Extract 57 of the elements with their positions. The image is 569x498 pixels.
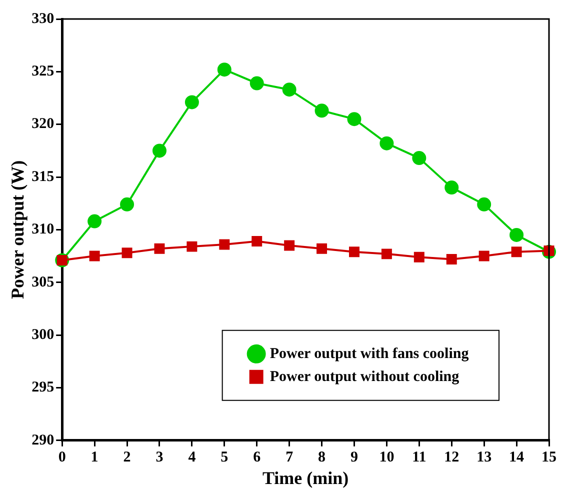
point (282, 82, 296, 97)
point (511, 246, 522, 258)
point (89, 250, 100, 262)
point (347, 112, 362, 126)
point (252, 236, 262, 247)
point (510, 228, 524, 242)
x-tick-label: 2 (123, 449, 131, 466)
y-tick-label: 330 (32, 10, 54, 27)
y-tick-label: 310 (32, 222, 54, 238)
point (414, 252, 424, 262)
point (381, 248, 392, 260)
x-axis-title: Time (min) (262, 468, 349, 488)
x-tick-label: 14 (509, 449, 525, 466)
point (186, 241, 198, 252)
point (316, 243, 328, 254)
y-tick-label: 290 (32, 432, 54, 448)
y-tick-label: 320 (32, 116, 54, 132)
point (120, 197, 134, 212)
x-tick-label: 13 (476, 449, 492, 466)
point (446, 254, 457, 264)
x-tick-label: 0 (58, 449, 66, 466)
point (152, 144, 166, 158)
point (380, 136, 394, 150)
x-tick-label: 11 (412, 449, 426, 466)
x-tick-label: 10 (379, 449, 394, 466)
x-tick-label: 8 (318, 449, 326, 466)
x-tick-label: 1 (90, 449, 98, 466)
point (154, 243, 165, 254)
point (444, 180, 459, 195)
point (122, 248, 132, 258)
point (88, 214, 102, 228)
x-tick-label: 6 (253, 449, 262, 466)
x-tick-label: 15 (542, 449, 556, 466)
point (477, 197, 492, 212)
y-tick-label: 305 (32, 274, 54, 290)
point (217, 62, 232, 77)
point (478, 250, 490, 262)
point (184, 95, 199, 110)
x-tick-label: 12 (444, 449, 460, 466)
x-tick-label: 3 (156, 449, 164, 466)
legend-label: Power output without cooling (270, 368, 460, 385)
y-tick-label: 295 (32, 380, 54, 396)
legend-label: Power output with fans cooling (270, 346, 470, 362)
x-tick-label: 7 (286, 449, 294, 466)
point (349, 246, 360, 258)
point (412, 151, 426, 166)
point (284, 240, 295, 251)
point (219, 239, 230, 250)
point (250, 76, 264, 90)
point (314, 104, 329, 118)
x-tick-label: 9 (350, 449, 358, 466)
y-tick-label: 315 (32, 168, 54, 185)
x-tick-label: 4 (188, 449, 196, 466)
y-tick-label: 300 (32, 326, 54, 343)
y-tick-label: 325 (32, 64, 54, 80)
x-tick-label: 5 (220, 449, 228, 466)
y-axis-title: Power output (W) (7, 160, 28, 300)
